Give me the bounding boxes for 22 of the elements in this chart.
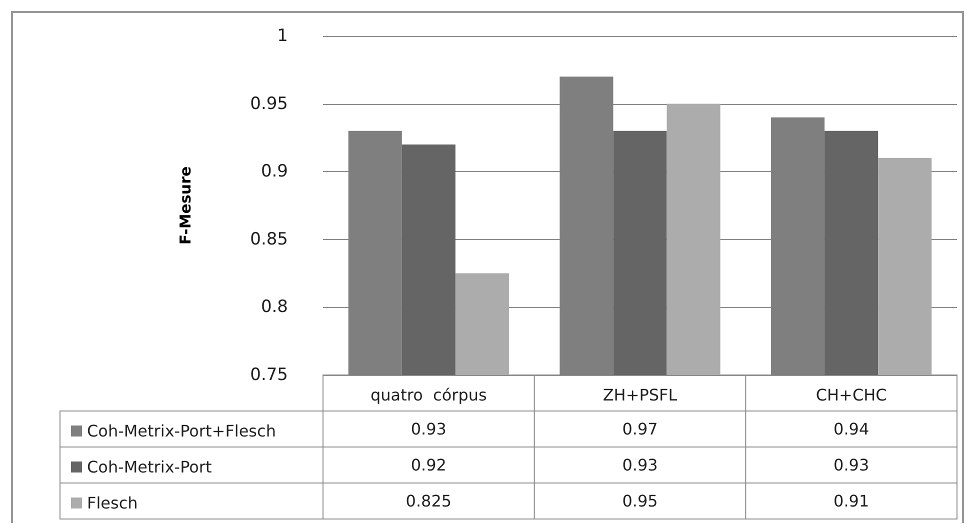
- legend-label: Coh-Metrix-Port+Flesch: [87, 422, 276, 440]
- y-axis-title: F-Mesure: [176, 166, 194, 245]
- data-label: 0.93: [410, 420, 446, 438]
- data-label: 0.92: [410, 456, 446, 474]
- data-label: 0.95: [622, 492, 658, 510]
- legend-label: Flesch: [87, 494, 138, 512]
- y-tick-label: 0.8: [260, 297, 288, 318]
- y-tick-label: 0.95: [250, 94, 288, 114]
- y-tick-label: 1: [277, 26, 288, 46]
- data-label: 0.94: [834, 420, 870, 438]
- x-tick-label: CH+CHC: [816, 386, 887, 404]
- x-tick-label: ZH+PSFL: [602, 386, 678, 404]
- y-tick-label: 0.9: [260, 162, 288, 182]
- x-tick-label: quatro córpus: [370, 386, 487, 404]
- data-label: 0.93: [834, 456, 870, 474]
- legend-label: Coh-Metrix-Port: [87, 458, 212, 476]
- y-tick-label: 0.75: [250, 365, 288, 385]
- data-label: 0.91: [834, 492, 870, 510]
- y-tick-label: 0.85: [250, 229, 288, 250]
- data-label: 0.97: [622, 420, 658, 438]
- data-label: 0.825: [406, 492, 452, 510]
- data-label: 0.93: [622, 456, 658, 474]
